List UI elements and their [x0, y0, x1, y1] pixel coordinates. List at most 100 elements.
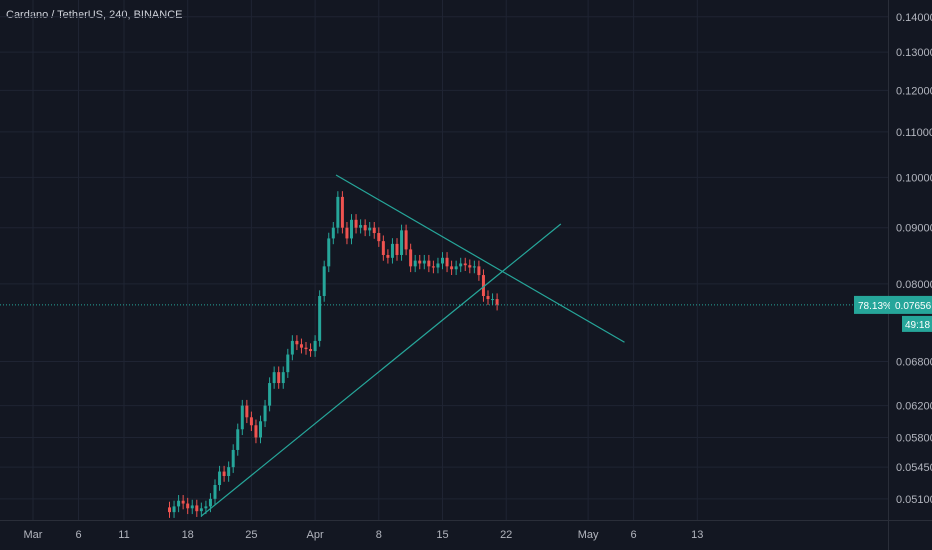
trendline-descending [335, 174, 625, 343]
candle-body [459, 263, 463, 267]
candle-body [295, 340, 299, 345]
time-axis[interactable]: Mar 6 11 18 25 Apr 8 15 22 May 6 13 [24, 529, 704, 541]
candle-body [400, 230, 404, 255]
time-tick-label: 11 [118, 529, 129, 541]
candle-body [272, 372, 276, 384]
candle-body [345, 227, 349, 239]
candle-body [441, 257, 444, 264]
candle-body [236, 429, 240, 450]
candle-body [350, 219, 353, 239]
candle-body [481, 275, 485, 297]
candle-body [436, 263, 440, 268]
candle-body [454, 266, 458, 270]
candle-body [181, 500, 185, 504]
candle-body [313, 340, 317, 352]
candle-body [372, 227, 376, 234]
candle-body [222, 471, 226, 477]
candle-body [427, 260, 431, 267]
price-tick-label: 0.14000 [896, 12, 932, 24]
candle-body [418, 260, 422, 264]
candle-body [340, 196, 344, 228]
price-tick-label: 0.05100 [896, 494, 932, 506]
price-badge-text: 0.07656 [895, 301, 932, 312]
last-price-badges: 78.13% 0.07656 49:18 [854, 295, 932, 332]
candle-body [240, 405, 244, 430]
candle-body [404, 230, 408, 250]
candle-body [168, 507, 171, 513]
price-tick-label: 0.05800 [896, 432, 932, 444]
candle-body [263, 405, 267, 422]
candle-body [336, 196, 340, 228]
time-tick-label: 8 [376, 529, 382, 541]
time-tick-label: May [578, 529, 599, 541]
candle-body [177, 500, 181, 507]
countdown-badge [902, 315, 932, 332]
price-tick-label: 0.05450 [896, 462, 932, 474]
candle-body [245, 405, 249, 418]
countdown-badge-text: 49:18 [905, 320, 930, 331]
price-tick-label: 0.12000 [896, 85, 932, 97]
candle-series [168, 191, 499, 518]
price-badge [890, 295, 932, 314]
candle-body [277, 372, 281, 384]
candle-body [227, 467, 231, 477]
candle-body [213, 485, 217, 499]
candle-body [290, 340, 294, 355]
candle-body [486, 296, 490, 300]
candle-body [249, 417, 253, 426]
time-tick-label: 22 [500, 529, 512, 541]
candle-body [472, 266, 476, 268]
time-tick-label: 13 [691, 529, 703, 541]
candle-body [368, 227, 372, 231]
candle-body [409, 249, 413, 267]
candle-body [390, 243, 394, 258]
candle-body [299, 344, 303, 348]
time-tick-label: Apr [307, 529, 324, 541]
price-tick-label: 0.10000 [896, 172, 932, 184]
candle-body [359, 225, 363, 228]
candle-body [199, 508, 203, 512]
candle-body [231, 449, 235, 468]
candle-body [363, 225, 367, 231]
candle-body [208, 498, 212, 507]
candle-body [386, 254, 390, 258]
trendline-ascending [200, 223, 562, 517]
candle-body [304, 347, 308, 350]
candle-body [381, 241, 385, 255]
candle-body [190, 505, 194, 509]
candle-body [195, 505, 199, 512]
candle-body [477, 266, 481, 276]
candle-body [450, 266, 454, 270]
candle-body [186, 503, 190, 509]
price-axis[interactable]: 0.14000 0.13000 0.12000 0.11000 0.10000 0.090… [896, 12, 932, 506]
percent-badge [854, 295, 890, 314]
candle-body [318, 296, 322, 341]
time-tick-label: 25 [245, 529, 257, 541]
time-tick-label: 6 [75, 529, 81, 541]
candle-body [218, 471, 222, 486]
symbol-title: Cardano / TetherUS, 240, BINANCE [6, 9, 183, 21]
candle-body [495, 299, 499, 305]
time-tick-label: 18 [182, 529, 194, 541]
price-tick-label: 0.08000 [896, 279, 932, 291]
candle-body [395, 243, 399, 255]
candle-body [468, 265, 472, 268]
candle-body [431, 266, 435, 268]
candle-body [413, 260, 417, 267]
price-tick-label: 0.13000 [896, 47, 932, 59]
candle-body [204, 506, 208, 509]
price-tick-label: 0.06800 [896, 357, 932, 369]
candle-body [445, 257, 449, 267]
candle-body [422, 260, 426, 264]
price-tick-label: 0.11000 [896, 127, 932, 139]
candle-body [309, 349, 313, 352]
percent-badge-text: 78.13% [858, 301, 892, 312]
candle-body [259, 421, 262, 438]
time-tick-label: 15 [436, 529, 448, 541]
time-tick-label: Mar [24, 529, 43, 541]
price-tick-label: 0.09000 [896, 223, 932, 235]
candle-body [327, 238, 331, 267]
candle-body [281, 372, 285, 384]
